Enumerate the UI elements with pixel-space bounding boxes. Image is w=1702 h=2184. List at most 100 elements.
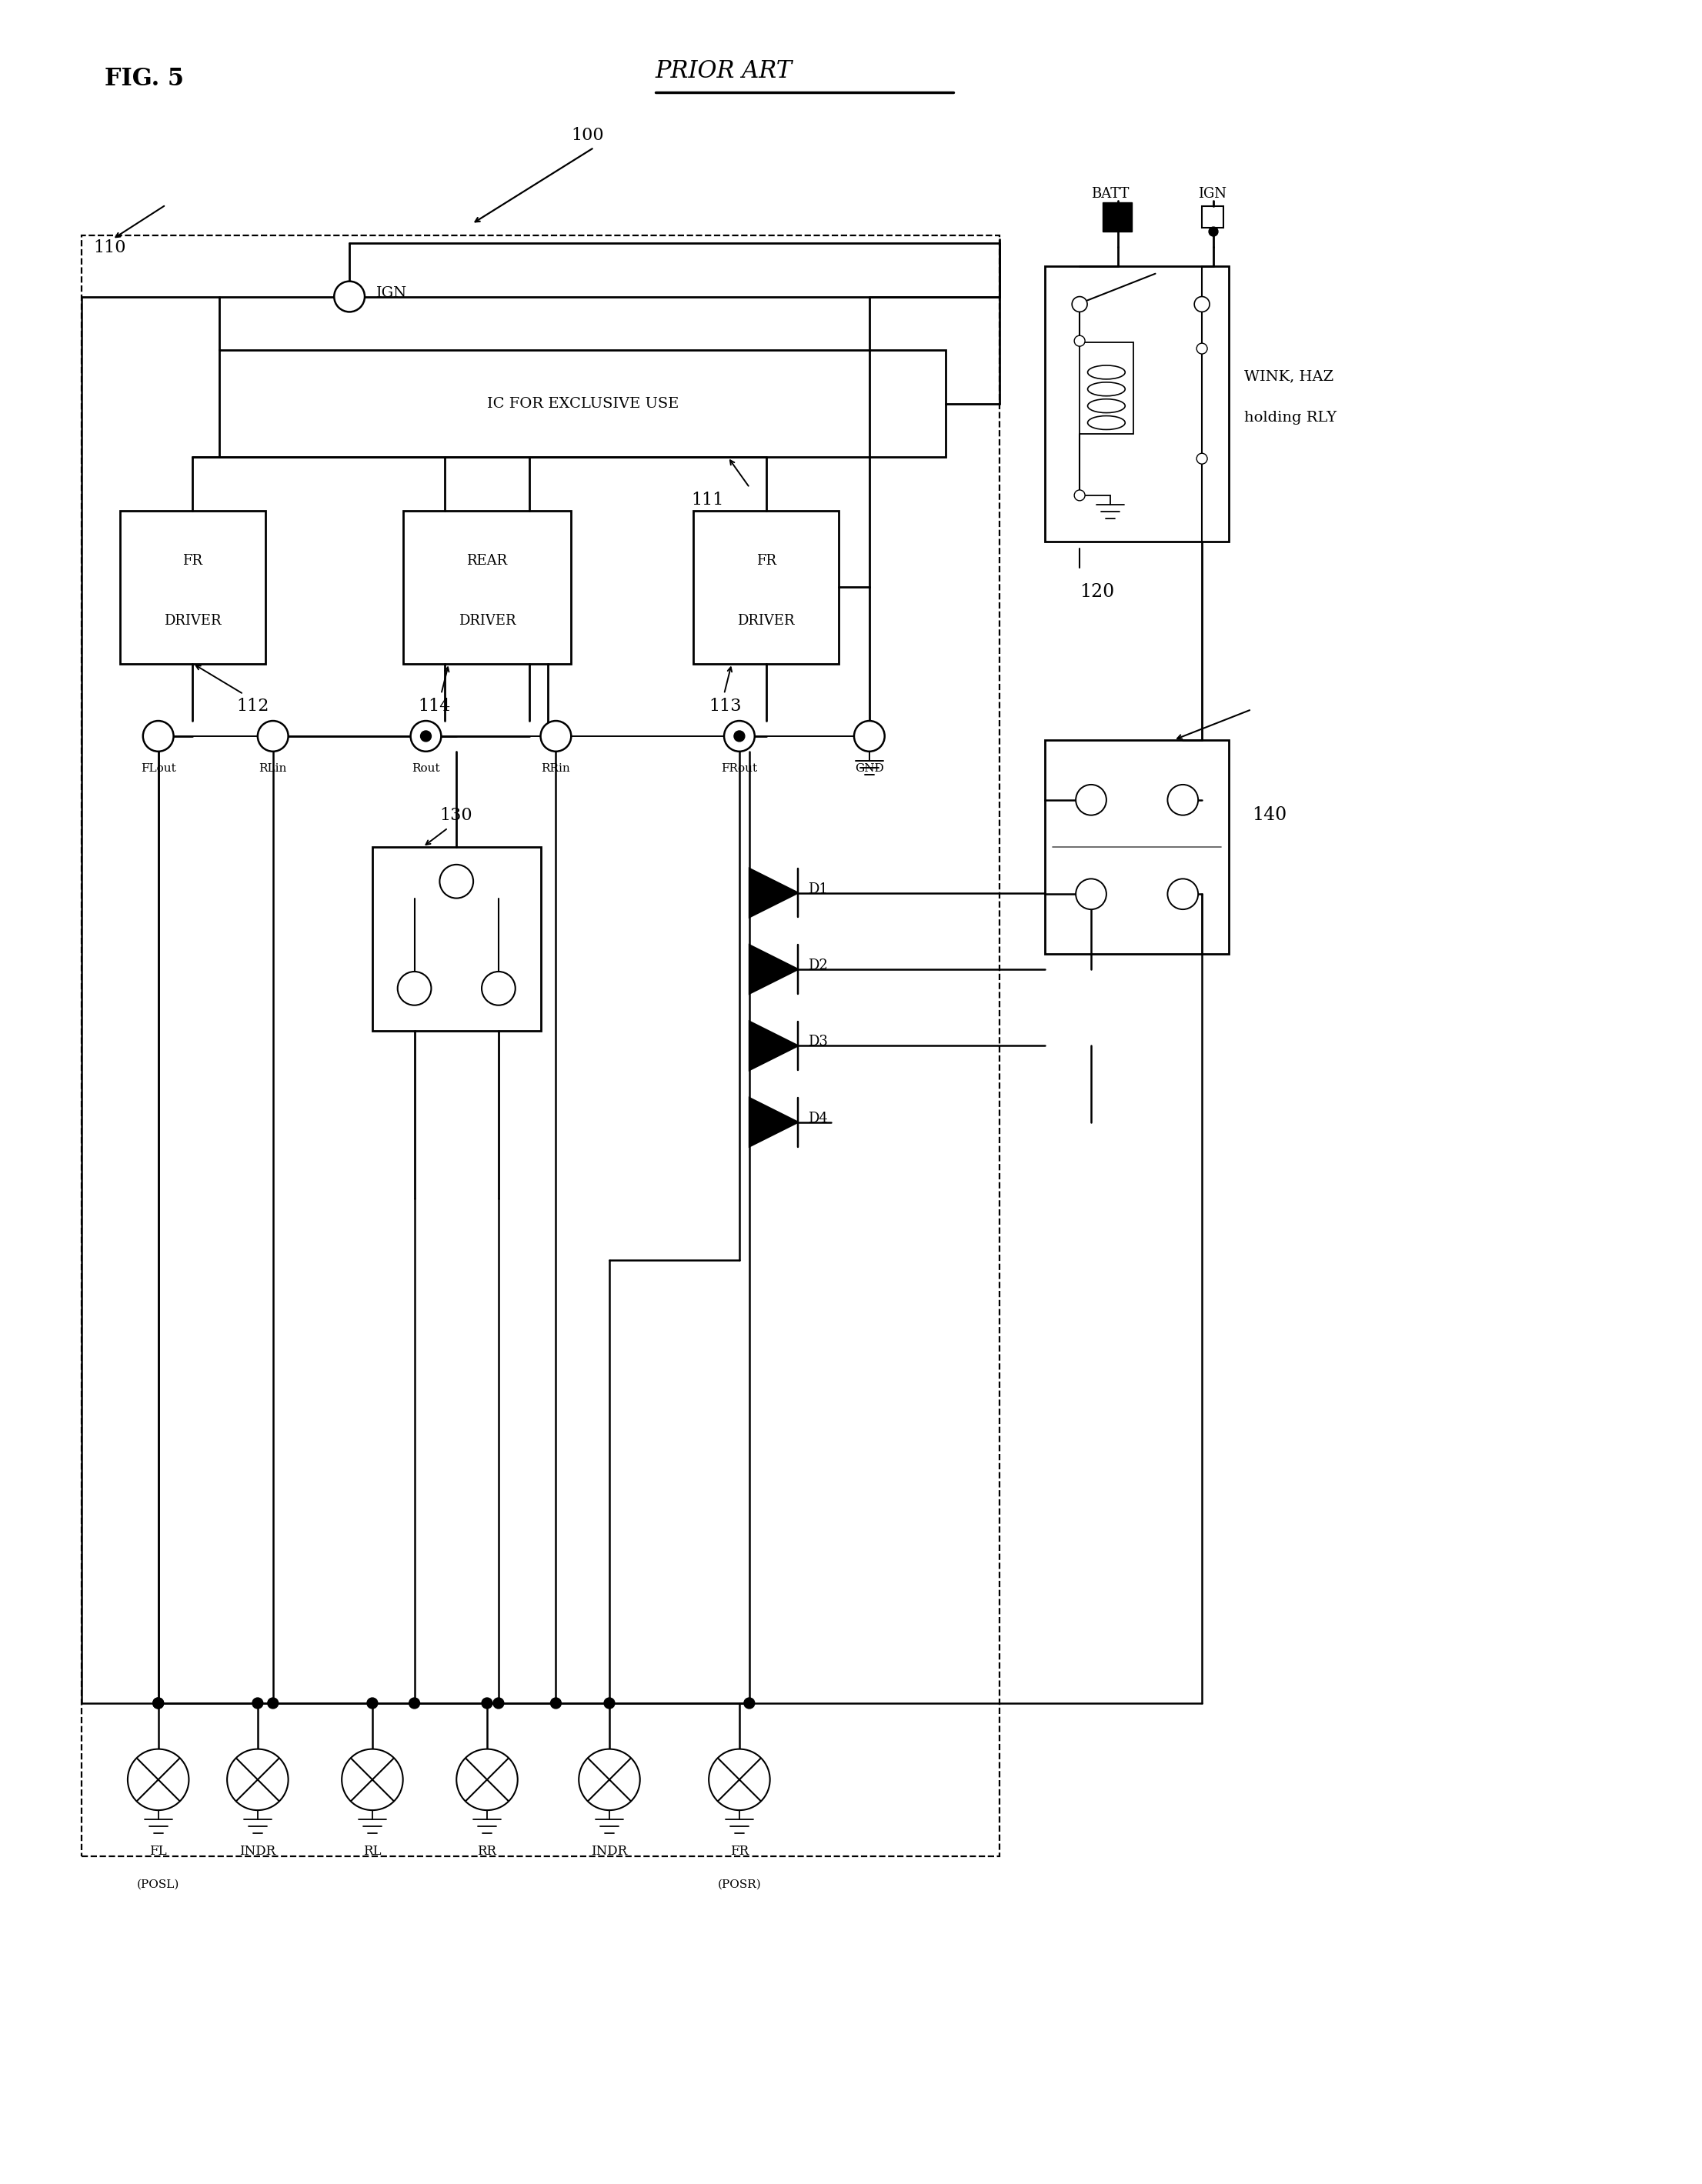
Text: RLin: RLin bbox=[259, 762, 288, 773]
Text: 114: 114 bbox=[419, 699, 451, 714]
Circle shape bbox=[456, 1749, 517, 1811]
Text: RRin: RRin bbox=[541, 762, 570, 773]
Text: PRIOR ART: PRIOR ART bbox=[655, 59, 793, 83]
Bar bbox=[121, 511, 266, 664]
Text: RR: RR bbox=[478, 1845, 497, 1859]
Text: 100: 100 bbox=[572, 127, 604, 144]
Circle shape bbox=[1072, 297, 1088, 312]
Bar bbox=[373, 847, 541, 1031]
Circle shape bbox=[494, 1697, 504, 1708]
Circle shape bbox=[482, 972, 516, 1005]
Circle shape bbox=[226, 1749, 288, 1811]
Text: FR: FR bbox=[756, 555, 776, 568]
Text: FR: FR bbox=[182, 555, 203, 568]
Circle shape bbox=[1074, 336, 1084, 347]
Text: 130: 130 bbox=[439, 808, 473, 823]
Text: RL: RL bbox=[363, 1845, 381, 1859]
Text: DRIVER: DRIVER bbox=[458, 614, 516, 627]
Circle shape bbox=[410, 721, 441, 751]
Text: REAR: REAR bbox=[466, 555, 507, 568]
Circle shape bbox=[257, 721, 288, 751]
Circle shape bbox=[723, 721, 754, 751]
Bar bbox=[693, 511, 839, 664]
Text: 112: 112 bbox=[237, 699, 269, 714]
Text: D4: D4 bbox=[808, 1112, 827, 1125]
Text: 113: 113 bbox=[708, 699, 742, 714]
Text: (POSR): (POSR) bbox=[718, 1878, 761, 1889]
Text: INDR: INDR bbox=[591, 1845, 628, 1859]
Text: (POSL): (POSL) bbox=[136, 1878, 180, 1889]
Text: GND: GND bbox=[854, 762, 883, 773]
Bar bbox=[1202, 205, 1224, 227]
Bar bbox=[1079, 343, 1134, 435]
Text: holding RLY: holding RLY bbox=[1244, 411, 1336, 424]
Text: 140: 140 bbox=[1251, 806, 1287, 823]
Circle shape bbox=[368, 1697, 378, 1708]
Circle shape bbox=[579, 1749, 640, 1811]
Text: DRIVER: DRIVER bbox=[737, 614, 795, 627]
Polygon shape bbox=[749, 869, 798, 917]
Text: IGN: IGN bbox=[1198, 188, 1227, 201]
Ellipse shape bbox=[1088, 365, 1125, 380]
Circle shape bbox=[267, 1697, 279, 1708]
Circle shape bbox=[1168, 784, 1198, 815]
Text: IC FOR EXCLUSIVE USE: IC FOR EXCLUSIVE USE bbox=[487, 397, 679, 411]
Circle shape bbox=[1076, 784, 1106, 815]
Circle shape bbox=[854, 721, 885, 751]
Text: FR: FR bbox=[730, 1845, 749, 1859]
Circle shape bbox=[398, 972, 431, 1005]
Circle shape bbox=[604, 1697, 614, 1708]
Circle shape bbox=[541, 721, 572, 751]
Text: D3: D3 bbox=[808, 1035, 829, 1048]
Circle shape bbox=[550, 1697, 562, 1708]
Polygon shape bbox=[749, 1022, 798, 1070]
Bar bbox=[403, 511, 572, 664]
Circle shape bbox=[1168, 878, 1198, 909]
Circle shape bbox=[128, 1749, 189, 1811]
Circle shape bbox=[153, 1697, 163, 1708]
Circle shape bbox=[1197, 343, 1207, 354]
Bar bbox=[82, 236, 999, 1856]
Bar bbox=[1103, 203, 1132, 232]
Polygon shape bbox=[749, 946, 798, 994]
Circle shape bbox=[734, 732, 745, 743]
Circle shape bbox=[252, 1697, 264, 1708]
Text: Rout: Rout bbox=[412, 762, 441, 773]
Text: 111: 111 bbox=[691, 491, 723, 509]
Text: IGN: IGN bbox=[376, 286, 407, 299]
Text: FL: FL bbox=[150, 1845, 167, 1859]
Circle shape bbox=[420, 732, 431, 743]
Text: BATT: BATT bbox=[1091, 188, 1128, 201]
Text: D2: D2 bbox=[808, 959, 827, 972]
Circle shape bbox=[482, 1697, 492, 1708]
Bar bbox=[1045, 740, 1229, 954]
Circle shape bbox=[1208, 227, 1219, 236]
Circle shape bbox=[1076, 878, 1106, 909]
Text: WINK, HAZ: WINK, HAZ bbox=[1244, 369, 1333, 382]
Text: 110: 110 bbox=[94, 240, 126, 256]
Circle shape bbox=[1195, 297, 1210, 312]
Bar bbox=[1045, 266, 1229, 542]
Circle shape bbox=[153, 1697, 163, 1708]
Circle shape bbox=[744, 1697, 754, 1708]
Ellipse shape bbox=[1088, 382, 1125, 395]
Circle shape bbox=[1074, 489, 1084, 500]
Text: DRIVER: DRIVER bbox=[163, 614, 221, 627]
Text: FIG. 5: FIG. 5 bbox=[106, 68, 184, 92]
Polygon shape bbox=[749, 1099, 798, 1147]
Text: 120: 120 bbox=[1079, 583, 1115, 601]
Ellipse shape bbox=[1088, 400, 1125, 413]
Circle shape bbox=[1197, 454, 1207, 463]
Circle shape bbox=[439, 865, 473, 898]
Circle shape bbox=[143, 721, 174, 751]
Circle shape bbox=[408, 1697, 420, 1708]
Circle shape bbox=[342, 1749, 403, 1811]
Text: INDR: INDR bbox=[240, 1845, 276, 1859]
Ellipse shape bbox=[1088, 415, 1125, 430]
Text: FLout: FLout bbox=[141, 762, 175, 773]
Text: FRout: FRout bbox=[722, 762, 757, 773]
Circle shape bbox=[708, 1749, 769, 1811]
Bar bbox=[220, 349, 946, 456]
Text: D1: D1 bbox=[808, 882, 829, 895]
Circle shape bbox=[334, 282, 364, 312]
